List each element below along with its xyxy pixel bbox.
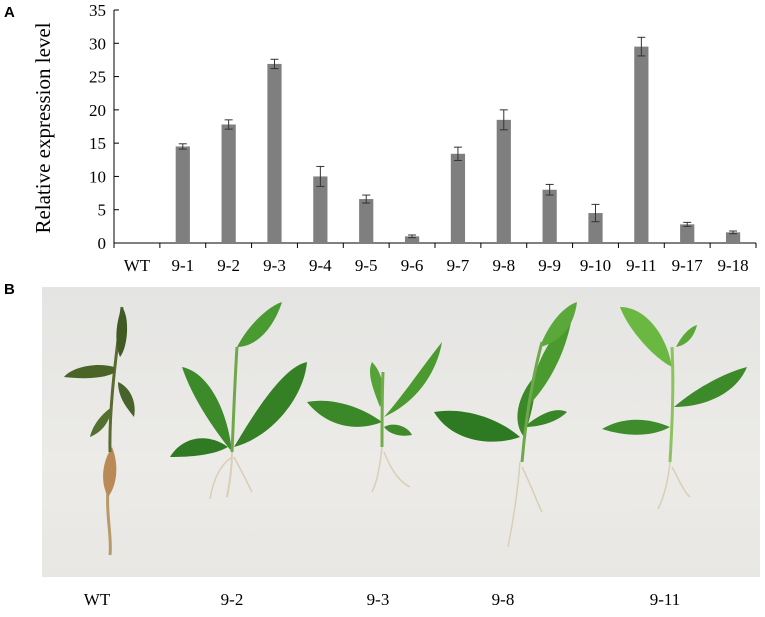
bar — [267, 63, 282, 244]
y-tick-label: 10 — [89, 167, 106, 186]
caption-9-11: 9-11 — [649, 590, 681, 609]
caption-9-2: 9-2 — [220, 590, 244, 609]
x-tick-label: 9-1 — [171, 256, 194, 275]
bar — [450, 153, 466, 243]
x-tick-label: 9-8 — [492, 256, 515, 275]
bar — [175, 146, 190, 243]
bar — [221, 124, 236, 243]
x-tick-label: WT — [124, 256, 151, 275]
y-tick-label: 30 — [89, 34, 106, 53]
y-tick-label: 5 — [98, 201, 107, 220]
wt-seedling — [64, 306, 135, 556]
seedling-photo — [42, 287, 760, 577]
bar — [542, 189, 557, 243]
bar — [313, 176, 328, 243]
seedling-9-2 — [170, 302, 307, 500]
bar — [588, 213, 603, 243]
bar — [634, 46, 649, 243]
bar — [725, 232, 741, 243]
y-tick-label: 25 — [89, 68, 106, 87]
seedling-9-8 — [434, 302, 577, 548]
y-tick-label: 0 — [98, 234, 107, 253]
panel-a-label: A — [4, 4, 15, 21]
y-tick-label: 15 — [89, 134, 106, 153]
x-tick-label: 9-5 — [355, 256, 378, 275]
x-tick-label: 9-11 — [626, 256, 657, 275]
chart-error-bars — [178, 36, 738, 239]
seedling-9-3 — [307, 342, 442, 493]
x-tick-label: 9-7 — [447, 256, 470, 275]
bar — [680, 224, 695, 243]
bar — [359, 199, 374, 243]
chart-axes — [113, 9, 757, 248]
seedling-9-11 — [602, 307, 747, 510]
bar — [496, 119, 511, 243]
x-tick-label: 9-10 — [580, 256, 611, 275]
caption-9-8: 9-8 — [491, 590, 515, 609]
bar — [404, 236, 420, 243]
y-tick-label: 20 — [89, 101, 106, 120]
x-tick-label: 9-17 — [672, 256, 704, 275]
chart-bars — [175, 46, 741, 244]
x-tick-label: 9-4 — [309, 256, 332, 275]
x-tick-label: 9-6 — [401, 256, 424, 275]
y-tick-label: 35 — [89, 1, 106, 20]
chart-tick-labels: 0 5 10 15 20 25 30 35 WT 9-1 9-2 9-3 9-4 9-5 9-6 9-7 9-8… — [89, 1, 749, 275]
bar-chart: 0 5 10 15 20 25 30 35 WT 9-1 9-2 9-3 9-4 9-5 9-6 9-7 9-8… — [31, 1, 757, 275]
x-tick-label: 9-9 — [538, 256, 561, 275]
caption-9-3: 9-3 — [366, 590, 390, 609]
x-tick-label: 9-18 — [717, 256, 748, 275]
x-tick-label: 9-3 — [263, 256, 286, 275]
y-axis-label: Relative expression level — [31, 22, 55, 233]
panel-b-label: B — [4, 281, 15, 298]
x-tick-label: 9-2 — [217, 256, 240, 275]
caption-wt: WT — [83, 590, 111, 609]
